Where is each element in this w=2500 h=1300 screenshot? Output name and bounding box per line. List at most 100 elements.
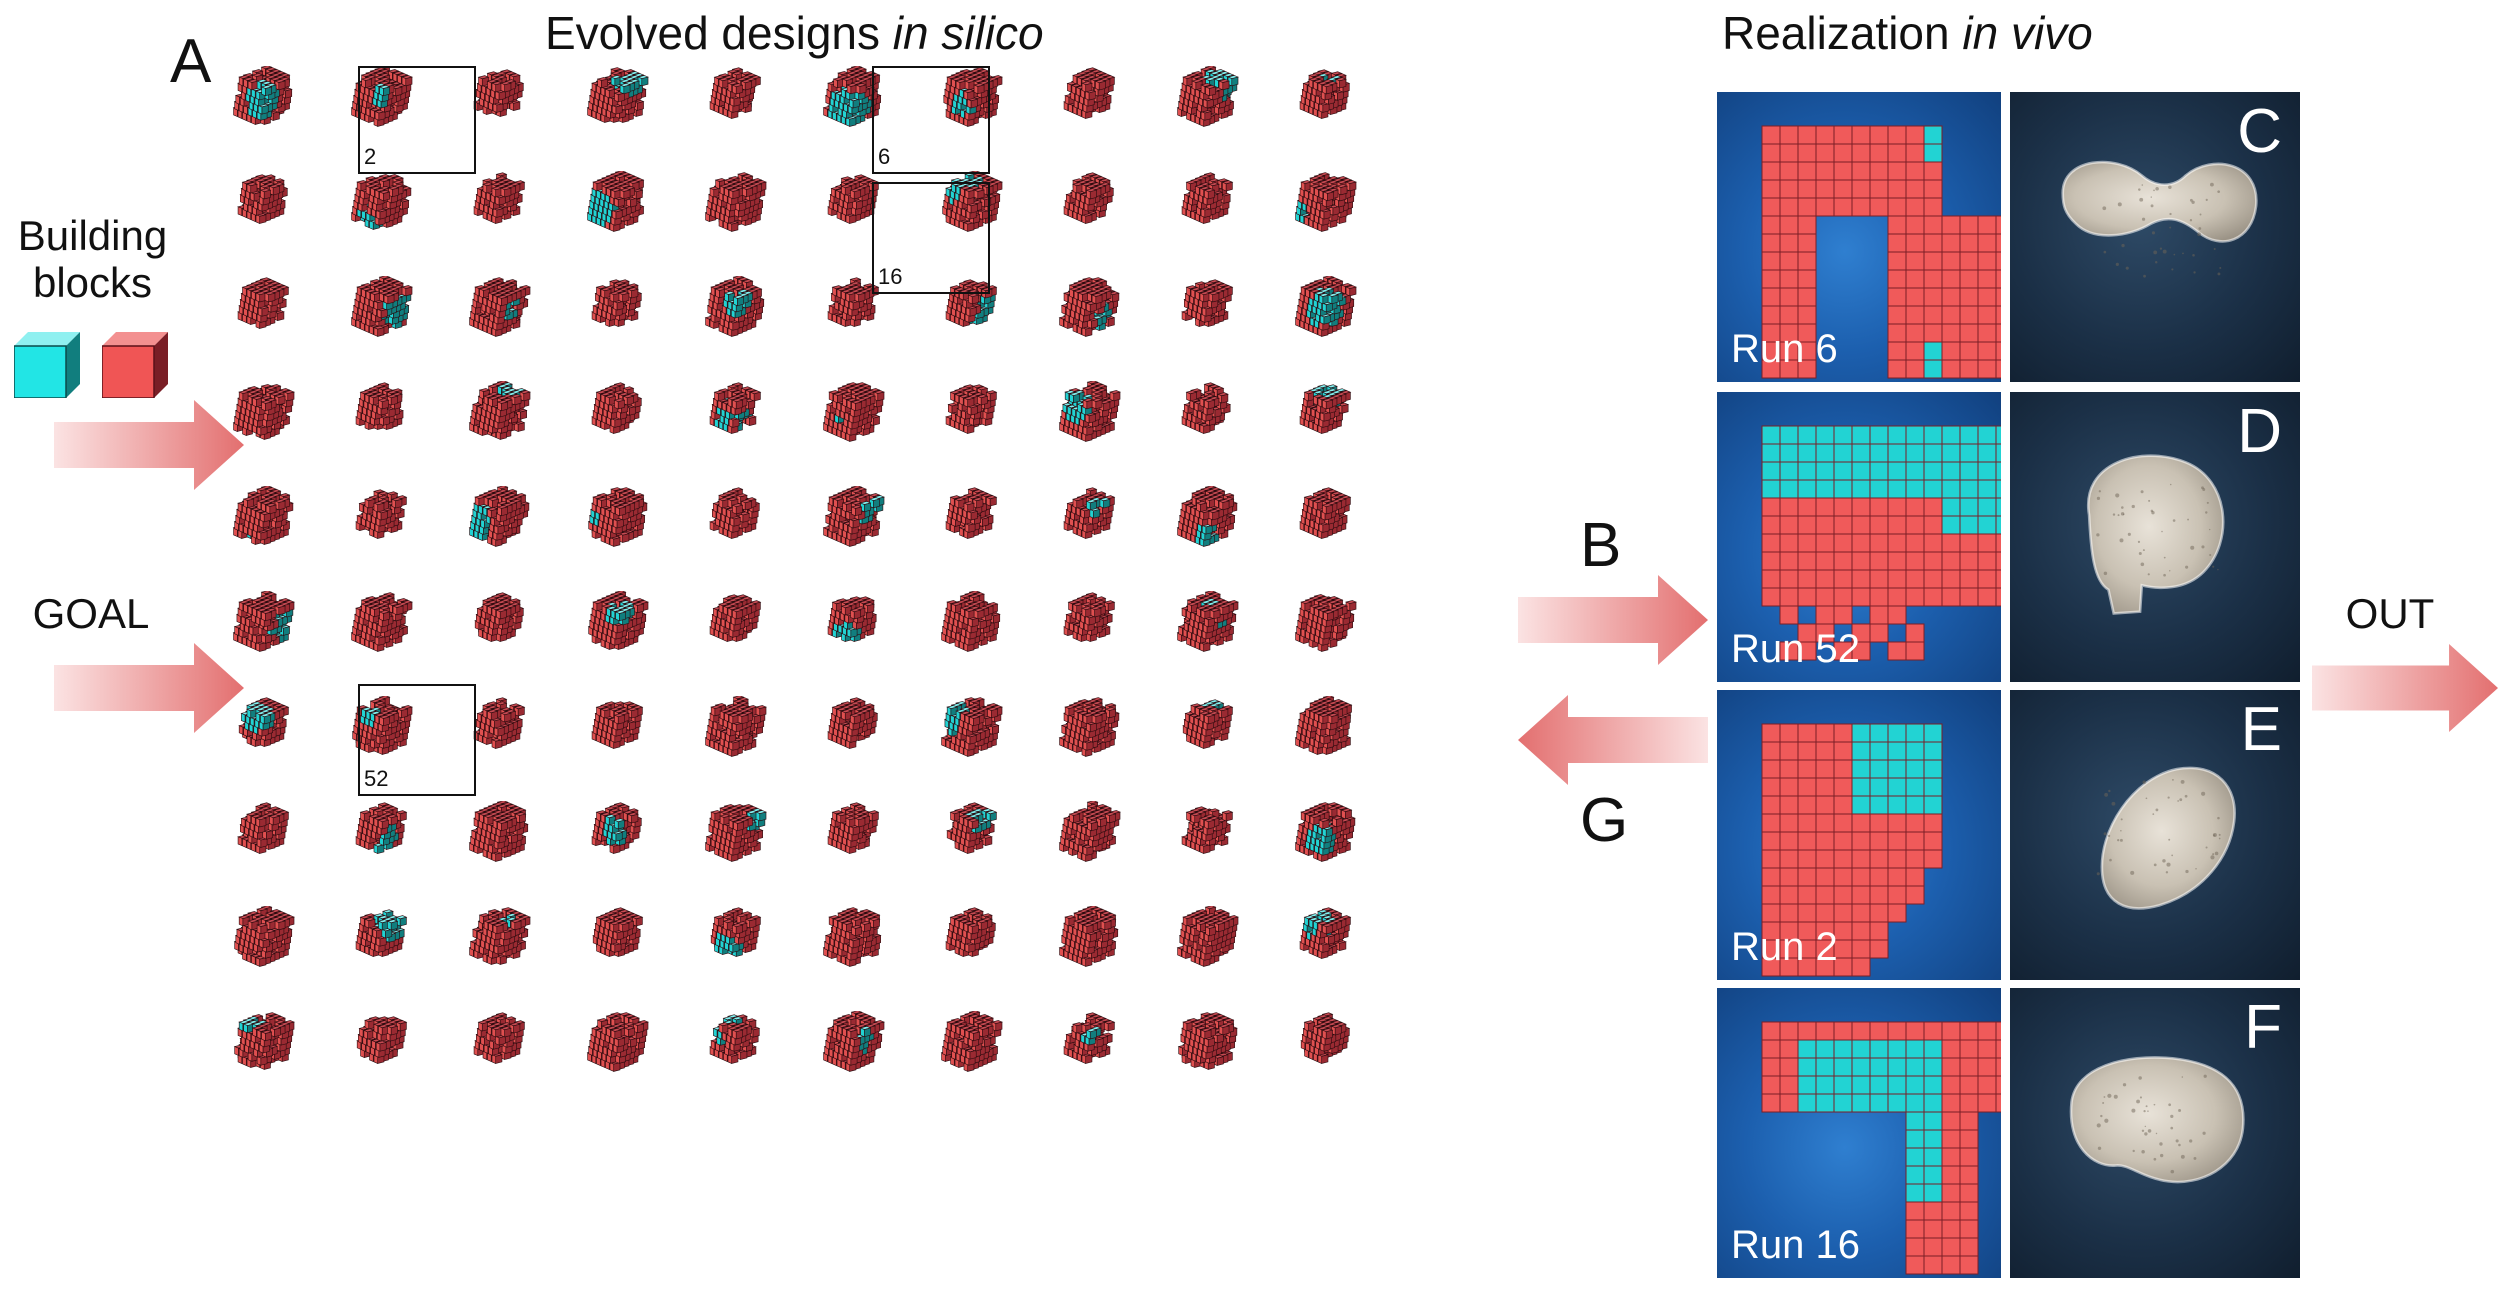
design-thumbnail: [464, 1011, 594, 1131]
design-thumbnail: [1172, 801, 1302, 921]
in-vivo-photo-panel: C: [2010, 92, 2300, 382]
design-thumbnail: [346, 381, 476, 501]
simulation-panel: Run 2: [1717, 690, 2001, 980]
voxel-design-icon: [355, 382, 404, 430]
voxel-design-icon: [350, 66, 413, 127]
voxel-design-icon: [1063, 1012, 1116, 1064]
voxel-design-icon: [1182, 699, 1234, 749]
voxel-design-icon: [238, 697, 290, 747]
design-thumbnail: [936, 171, 1066, 291]
voxel-design-icon: [591, 701, 644, 749]
voxel-design-icon: [1058, 906, 1119, 967]
goal-label: GOAL: [6, 590, 176, 637]
voxel-design-icon: [1294, 594, 1357, 652]
design-thumbnail: [700, 276, 830, 396]
organism-photo-icon: [2061, 160, 2258, 278]
voxel-design-icon: [709, 67, 762, 119]
voxel-design-icon: [350, 174, 412, 230]
design-thumbnail: [1172, 486, 1302, 606]
design-thumbnail: [1054, 171, 1184, 291]
voxel-design-icon: [474, 592, 525, 642]
design-thumbnail: [1054, 381, 1184, 501]
voxel-design-icon: [704, 172, 767, 232]
voxel-design-icon: [587, 487, 648, 547]
design-thumbnail: [582, 486, 712, 606]
design-thumbnail: [464, 906, 594, 1026]
voxel-design-icon: [822, 907, 882, 967]
in-vivo-photo-panel: E: [2010, 690, 2300, 980]
voxel-design-icon: [473, 1012, 526, 1064]
voxel-design-icon: [709, 487, 761, 539]
design-thumbnail: [582, 906, 712, 1026]
voxel-design-icon: [1058, 697, 1120, 757]
voxel-design-icon: [1177, 1012, 1238, 1070]
design-thumbnail: [464, 171, 594, 291]
voxel-design-icon: [350, 276, 413, 337]
organism-photo-icon: [2086, 454, 2225, 615]
design-thumbnail: [228, 486, 358, 606]
building-blocks-arrow-icon: [54, 400, 244, 490]
voxel-design-icon: [709, 1014, 761, 1064]
voxel-design-icon: [1181, 279, 1234, 327]
out-arrow-icon: [2312, 643, 2498, 733]
voxel-design-icon: [1294, 276, 1357, 337]
voxel-design-icon: [822, 1011, 885, 1072]
voxel-design-icon: [709, 594, 762, 642]
voxel-design-icon: [1063, 67, 1116, 119]
simulated-organism-icon: [1761, 425, 2001, 661]
voxel-design-icon: [827, 802, 880, 854]
design-thumbnail: [936, 276, 1066, 396]
voxel-design-icon: [704, 804, 767, 862]
design-thumbnail: [700, 486, 830, 606]
highlighted-design-frame: 16: [872, 182, 990, 294]
design-thumbnail: [1290, 66, 1420, 186]
voxel-design-icon: [1294, 802, 1356, 862]
voxel-design-icon: [473, 69, 525, 117]
voxel-design-icon: [468, 486, 530, 547]
voxel-design-icon: [1299, 384, 1352, 434]
design-thumbnail: [1290, 486, 1420, 606]
design-thumbnail: [582, 696, 712, 816]
highlighted-design-number: 16: [878, 264, 902, 290]
voxel-design-icon: [709, 382, 762, 434]
evolved-designs-grid: 2 6 16 52: [228, 66, 1528, 1266]
design-thumbnail: [464, 486, 594, 606]
arrow-b-label: B: [1580, 510, 1621, 581]
design-thumbnail: [700, 591, 830, 711]
design-thumbnail: [818, 486, 948, 606]
design-thumbnail: [582, 276, 712, 396]
design-thumbnail: [582, 381, 712, 501]
voxel-design-icon: [355, 489, 408, 539]
heading-evolved-prefix: Evolved designs: [545, 7, 893, 59]
voxel-design-icon: [473, 172, 526, 224]
voxel-design-icon: [1299, 907, 1352, 959]
design-thumbnail: [1172, 591, 1302, 711]
design-thumbnail: [1172, 276, 1302, 396]
voxel-design-icon: [827, 596, 878, 642]
design-thumbnail: [936, 906, 1066, 1026]
design-thumbnail: [464, 591, 594, 711]
design-thumbnail: [228, 276, 358, 396]
design-thumbnail: [346, 66, 476, 186]
design-thumbnail: [1172, 381, 1302, 501]
voxel-design-icon: [822, 486, 885, 547]
voxel-design-icon: [1299, 69, 1351, 119]
simulation-panel: Run 6: [1717, 92, 2001, 382]
simulated-organism-icon: [1761, 1021, 2001, 1275]
design-thumbnail: [818, 171, 948, 291]
design-thumbnail: [228, 906, 358, 1026]
design-thumbnail: [818, 1011, 948, 1131]
design-thumbnail: [228, 381, 358, 501]
voxel-design-icon: [1176, 486, 1238, 547]
design-thumbnail: [1054, 801, 1184, 921]
design-thumbnail: [700, 696, 830, 816]
simulation-panel: Run 16: [1717, 988, 2001, 1278]
design-thumbnail: [936, 381, 1066, 501]
design-thumbnail: [1054, 591, 1184, 711]
organism-photo-icon: [2069, 1056, 2245, 1184]
voxel-design-icon: [1063, 487, 1116, 539]
design-thumbnail: [228, 1011, 358, 1131]
voxel-design-icon: [468, 907, 531, 965]
voxel-design-icon: [351, 696, 413, 755]
voxel-design-icon: [1294, 172, 1357, 232]
